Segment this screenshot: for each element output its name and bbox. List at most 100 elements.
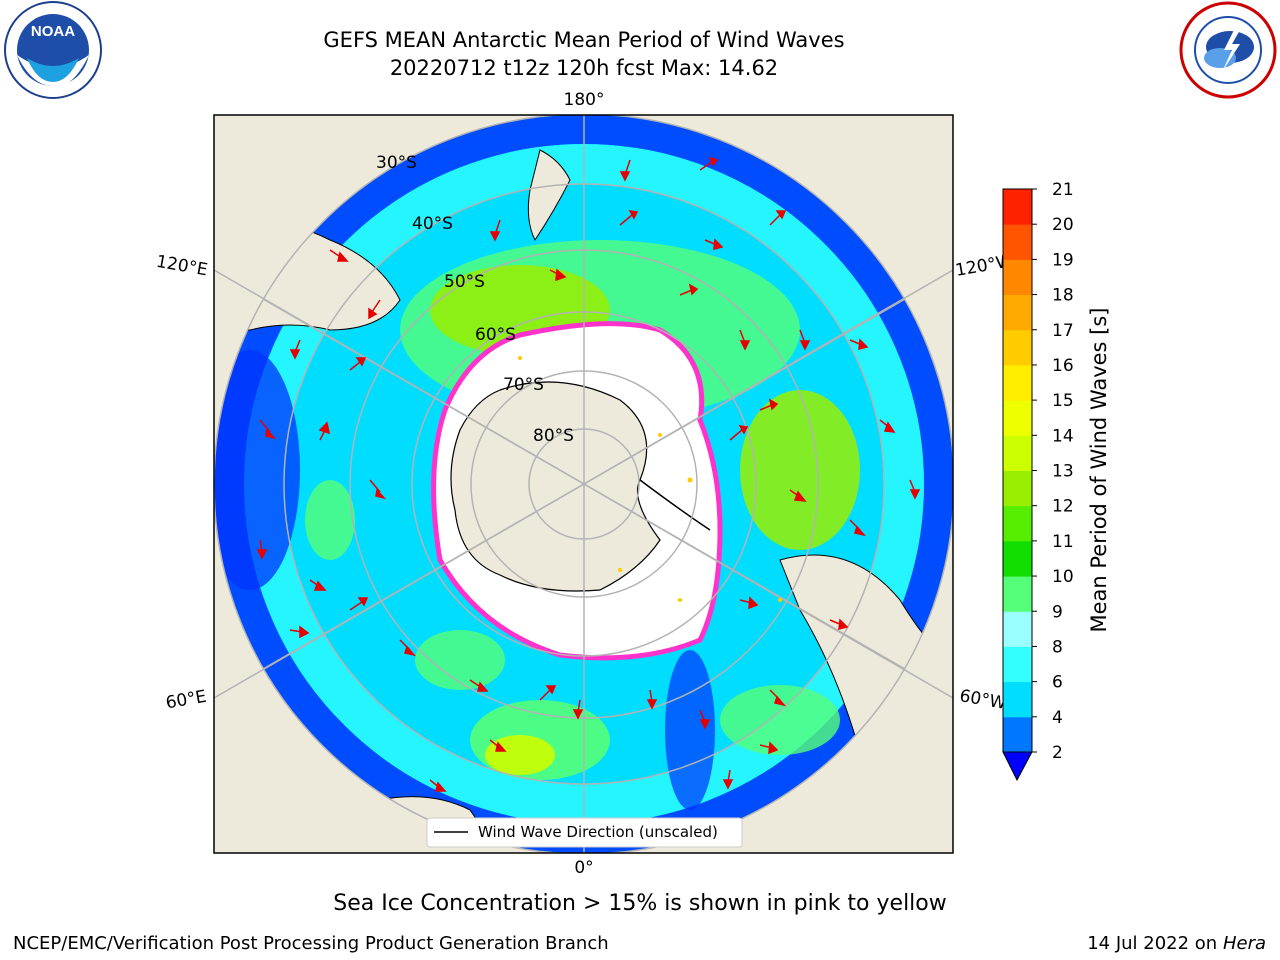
sea-ice-specks [518,356,782,602]
date-line: 14 Jul 2022 on Hera [1087,933,1266,954]
lat-label-80: 80°S [533,426,574,446]
colorbar-tick-label: 19 [1052,250,1074,270]
lat-label-50: 50°S [444,272,485,292]
colorbar-extend-arrow [1002,751,1033,782]
arrow-12 [879,419,896,433]
arrow-6 [769,210,787,226]
arrow-30 [469,679,489,692]
lon-label-60e: 60°E [164,687,208,714]
arrow-7 [549,268,567,282]
credit-line: NCEP/EMC/Verification Post Processing Pr… [13,933,609,954]
arrow-9 [739,329,751,351]
arrow-2 [699,156,719,171]
lat-label-60: 60°S [475,325,516,345]
arrow-32 [572,699,584,720]
colorbar-tick-label: 12 [1052,497,1074,517]
arrow-20 [289,339,301,360]
arrow-34 [699,709,711,730]
colorbar-bands [1003,189,1032,753]
date-prefix: 14 Jul 2022 on [1087,933,1223,954]
arrow-5 [704,238,724,250]
colorbar-tick-label: 16 [1052,356,1074,376]
colorbar-tick-label: 13 [1052,462,1074,482]
colorbar-band [1003,189,1032,225]
arrow-35 [769,689,787,707]
map-area: 30°S 40°S 50°S 60°S 70°S 80°S Wind Wave … [214,115,953,853]
colorbar-tick-label: 15 [1052,391,1074,411]
colorbar-tick-label: 4 [1052,708,1063,728]
colorbar: 21 20 19 18 17 16 15 14 13 12 11 10 9 8 6 4 2 Mean Perio… [1002,180,1111,782]
arrow-31 [539,685,557,701]
lat-label-40: 40°S [412,214,453,234]
map-title: GEFS MEAN Antarctic Mean Period of Wind … [323,28,845,52]
colorbar-tick-label: 14 [1052,426,1074,446]
arrow-28 [289,625,310,639]
wind-wave-arrows [256,156,921,792]
colorbar-band [1003,646,1032,683]
colorbar-tick-label: 21 [1052,180,1074,200]
colorbar-band [1003,681,1032,718]
arrow-37 [489,739,507,752]
arrow-36 [759,741,779,755]
colorbar-tick-label: 10 [1052,567,1074,587]
arrow-11 [849,338,869,350]
lon-label-180: 180° [564,90,605,110]
arrow-17 [909,479,921,500]
colorbar-tick-labels: 21 20 19 18 17 16 15 14 13 12 11 10 9 8 6 4 2 [1032,180,1074,763]
arrow-10 [799,329,811,351]
arrow-13 [759,398,779,411]
colorbar-band [1003,364,1032,401]
colorbar-label: Mean Period of Wind Waves [s] [1087,308,1111,633]
arrow-21 [349,357,367,371]
arrow-8 [679,283,699,296]
arrow-41 [829,618,849,630]
machine-name: Hera [1222,933,1266,954]
colorbar-band [1003,716,1032,753]
colorbar-band [1003,294,1032,331]
noaa-logo: NOAA [4,1,102,99]
arrow-1 [619,159,631,182]
colorbar-band [1003,400,1032,436]
lon-label-120e: 120°E [155,252,209,281]
colorbar-tick-label: 6 [1052,673,1063,693]
arrow-19 [368,299,381,320]
colorbar-tick-label: 9 [1052,602,1063,622]
colorbar-band [1003,576,1032,612]
colorbar-tick-label: 18 [1052,286,1074,306]
lat-label-30: 30°S [376,153,417,173]
arrow-4 [619,210,639,226]
colorbar-band [1003,505,1032,542]
graticule [214,115,953,853]
lon-label-0: 0° [574,858,593,878]
sea-ice-note: Sea Ice Concentration > 15% is shown in … [333,891,947,916]
colorbar-band [1003,470,1032,507]
arrow-24 [369,479,387,500]
map-subtitle: 20220712 t12z 120h fcst Max: 14.62 [389,56,779,80]
arrow-25 [256,539,268,560]
arrow-22 [259,419,277,440]
map-frame [213,114,954,854]
noaa-logo-text: NOAA [31,23,75,40]
colorbar-tick-label: 20 [1052,215,1074,235]
arrow-29 [399,639,417,657]
arrow-23 [318,421,330,441]
colorbar-band [1003,611,1032,647]
arrow-16 [849,519,867,537]
arrow-27 [349,597,369,611]
arrow-14 [729,425,749,441]
colorbar-tick-label: 8 [1052,637,1063,657]
arrow-3 [489,219,501,242]
arrow-39 [722,769,734,790]
colorbar-tick-label: 11 [1052,532,1074,552]
legend-label: Wind Wave Direction (unscaled) [478,823,718,841]
colorbar-tick-label: 17 [1052,321,1074,341]
nws-logo [1179,1,1277,99]
arrow-26 [309,579,327,591]
colorbar-band [1003,329,1032,366]
colorbar-band [1003,435,1032,471]
latitude-labels: 30°S 40°S 50°S 60°S 70°S 80°S [376,153,574,446]
arrow-40 [739,596,759,610]
colorbar-band [1003,540,1032,577]
colorbar-band [1003,259,1032,296]
